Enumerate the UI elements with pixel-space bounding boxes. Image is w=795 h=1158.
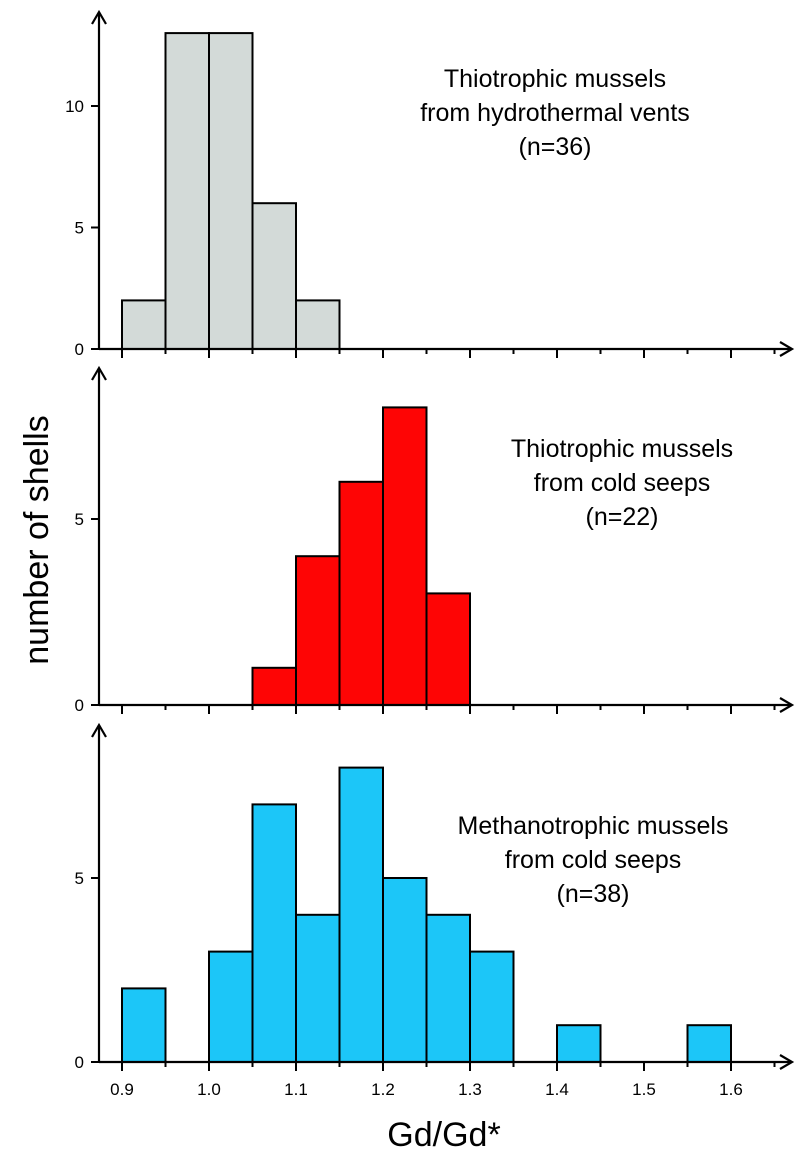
y-tick-label: 0 (75, 340, 84, 359)
histogram-bar (251, 666, 297, 706)
x-tick-label: 0.9 (110, 1080, 134, 1099)
x-tick-label: 1.4 (545, 1080, 569, 1099)
histogram-bar (686, 1024, 732, 1063)
y-tick-label: 10 (65, 97, 84, 116)
histogram-bar (295, 299, 341, 350)
y-axis-arrow-icon (91, 365, 107, 381)
histogram-panel-1: 0 5 10 Thiotrophic mussels from hydrothermal… (65, 9, 795, 359)
panel-annotation-line: from cold seeps (534, 469, 710, 497)
x-tick-label: 1.1 (284, 1080, 308, 1099)
histogram-bar (164, 32, 210, 350)
x-axis-arrow-icon (779, 1054, 795, 1070)
panel-annotation-line: Thiotrophic mussels (511, 435, 733, 463)
histogram-panel-2: 0 5 Thiotrophic mussels from cold seeps (n=2… (75, 365, 795, 715)
panel-annotation-line: from cold seeps (505, 846, 681, 874)
x-tick-label: 1.0 (197, 1080, 221, 1099)
panel-annotation-line: (n=22) (586, 503, 659, 531)
histogram-bar (121, 299, 167, 350)
panel-annotation-line: Thiotrophic mussels (444, 65, 666, 93)
x-tick-label: 1.2 (371, 1080, 395, 1099)
histogram-bar (251, 803, 297, 1064)
y-axis-arrow-icon (91, 722, 107, 738)
histogram-bar (425, 913, 471, 1063)
histogram-bar (251, 202, 297, 350)
histogram-bar (469, 950, 515, 1063)
histogram-bar (556, 1024, 602, 1063)
histogram-bar (295, 913, 341, 1063)
x-tick-label: 1.3 (458, 1080, 482, 1099)
x-axis-title: Gd/Gd* (387, 1116, 500, 1154)
x-axis-arrow-icon (779, 697, 795, 713)
y-tick-label: 5 (75, 219, 84, 238)
histogram-bar (208, 950, 254, 1063)
panel-annotation-line: Methanotrophic mussels (458, 812, 729, 840)
x-tick-label: 1.5 (632, 1080, 656, 1099)
histogram-panel-3: 0 5 Methanotrophic mussels from cold seeps (… (75, 722, 795, 1072)
y-axis-arrow-icon (91, 9, 107, 25)
histogram-bar (338, 766, 384, 1063)
x-axis-arrow-icon (779, 341, 795, 357)
histogram-bar (338, 480, 384, 706)
histogram-bar (121, 987, 167, 1064)
panel-annotation-line: from hydrothermal vents (420, 99, 690, 127)
histogram-bar (382, 877, 428, 1063)
y-axis-title: number of shells (18, 415, 56, 664)
x-tick-label: 1.6 (719, 1080, 743, 1099)
histogram-bar (425, 592, 471, 707)
histogram-bar (295, 555, 341, 707)
histogram-bar (208, 32, 254, 350)
y-tick-label: 0 (75, 696, 84, 715)
y-tick-label: 5 (75, 869, 84, 888)
histogram-bar (382, 406, 428, 706)
histogram-panels: 0 5 10 Thiotrophic mussels from hydrothermal… (65, 9, 795, 1099)
panel-annotation-line: (n=36) (519, 133, 592, 161)
panel-annotation-line: (n=38) (557, 880, 630, 908)
y-tick-label: 0 (75, 1053, 84, 1072)
y-tick-label: 5 (75, 510, 84, 529)
